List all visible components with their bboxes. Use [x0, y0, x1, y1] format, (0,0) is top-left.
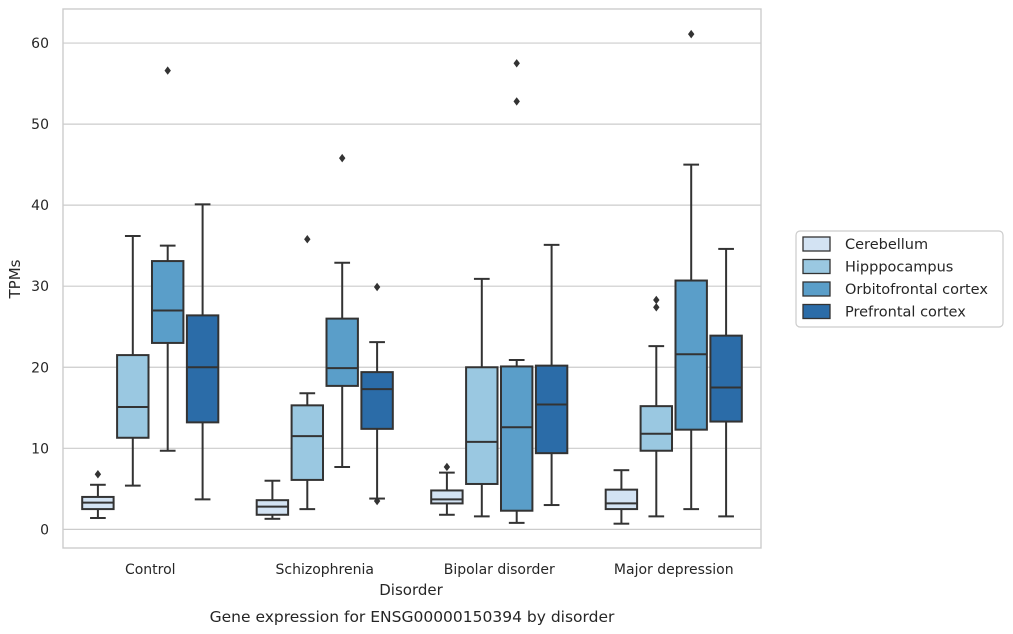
- box-iqr: [499, 365, 534, 512]
- box: [360, 282, 394, 506]
- box-iqr: [639, 405, 674, 452]
- y-tick-label: 10: [31, 441, 49, 457]
- legend-swatch: [802, 281, 831, 297]
- outlier-marker: [443, 462, 451, 472]
- legend-swatch: [802, 303, 831, 320]
- legend-swatch: [802, 258, 831, 275]
- y-tick-label: 40: [31, 198, 49, 214]
- box-iqr: [430, 489, 464, 505]
- y-tick-label: 30: [31, 279, 49, 295]
- y-tick-label: 50: [31, 117, 49, 133]
- box-groups: [81, 29, 743, 525]
- outlier-marker: [164, 66, 171, 75]
- box: [430, 462, 464, 516]
- box-iqr: [116, 354, 150, 439]
- outlier-marker: [688, 29, 695, 39]
- series-prefrontal-cortex: [185, 203, 743, 518]
- legend-label: Cerebellum: [845, 237, 928, 253]
- box: [150, 66, 185, 452]
- series-hipppocampus: [116, 234, 674, 518]
- outlier-marker: [339, 153, 346, 163]
- box: [534, 243, 569, 507]
- box-iqr: [709, 334, 743, 423]
- box: [116, 234, 150, 487]
- series-cerebellum: [81, 462, 639, 525]
- outlier-marker: [94, 470, 102, 479]
- box: [290, 234, 325, 511]
- box-iqr: [534, 364, 569, 455]
- box: [674, 29, 708, 511]
- box: [499, 59, 534, 524]
- x-tick-label: Control: [125, 562, 176, 578]
- box: [639, 295, 674, 518]
- box-iqr: [465, 366, 499, 485]
- chart-caption: Gene expression for ENSG00000150394 by d…: [210, 608, 615, 626]
- outlier-marker: [513, 59, 520, 68]
- x-tick-labels: Control Schizophrenia Bipolar disorder Majo…: [125, 562, 734, 578]
- box-iqr: [325, 317, 359, 387]
- series-orbitofrontal-cortex: [150, 29, 708, 524]
- outlier-marker: [513, 97, 520, 106]
- outlier-marker: [653, 295, 660, 305]
- y-tick-labels: 0 10 20 30 40 50 60: [31, 36, 49, 538]
- legend-label: Hipppocampus: [845, 260, 953, 276]
- legend-frame: [795, 230, 1004, 328]
- box: [604, 469, 639, 525]
- y-tick-label: 20: [31, 360, 49, 376]
- box-iqr: [360, 371, 394, 430]
- box: [81, 470, 115, 520]
- outlier-marker: [304, 234, 311, 244]
- box-iqr: [150, 260, 185, 344]
- y-axis-label: TPMs: [6, 259, 24, 299]
- y-tick-label: 0: [40, 522, 49, 538]
- legend: Cerebellum Hipppocampus Orbitofrontal cort…: [795, 230, 1004, 328]
- box: [185, 203, 220, 501]
- box: [709, 247, 743, 518]
- box: [255, 479, 290, 520]
- box-iqr: [185, 314, 220, 424]
- x-axis-label: Disorder: [379, 581, 443, 599]
- outlier-marker: [373, 496, 381, 506]
- outlier-marker: [373, 282, 381, 292]
- legend-swatch: [802, 236, 831, 252]
- x-tick-label: Schizophrenia: [276, 562, 374, 578]
- x-tick-label: Major depression: [614, 562, 734, 578]
- plot-frame: [62, 8, 762, 549]
- outlier-marker: [653, 303, 660, 312]
- box: [325, 153, 359, 468]
- legend-label: Prefrontal cortex: [845, 305, 966, 321]
- legend-label: Orbitofrontal cortex: [845, 282, 988, 298]
- y-tick-label: 60: [31, 36, 49, 52]
- x-tick-label: Bipolar disorder: [444, 562, 555, 578]
- box: [465, 277, 499, 518]
- box-iqr: [604, 488, 639, 511]
- box-iqr: [290, 404, 325, 481]
